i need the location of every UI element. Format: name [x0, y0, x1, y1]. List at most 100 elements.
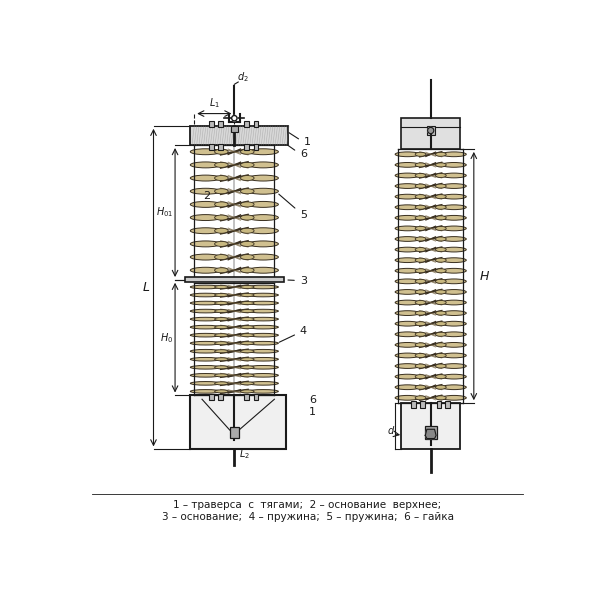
Text: 2: 2 [203, 191, 211, 201]
Ellipse shape [190, 293, 221, 297]
Ellipse shape [241, 317, 254, 320]
Ellipse shape [415, 353, 426, 358]
Bar [230, 126, 238, 132]
Ellipse shape [436, 205, 446, 209]
Bar [185, 277, 284, 282]
Ellipse shape [436, 290, 446, 294]
Ellipse shape [436, 332, 446, 337]
Bar [244, 394, 249, 400]
Ellipse shape [436, 322, 446, 326]
Ellipse shape [442, 279, 466, 284]
Ellipse shape [395, 353, 420, 358]
Text: 6: 6 [309, 395, 316, 405]
Bar [254, 394, 258, 400]
Ellipse shape [442, 343, 466, 347]
Ellipse shape [215, 149, 228, 154]
Ellipse shape [241, 350, 254, 353]
Ellipse shape [215, 390, 228, 393]
Ellipse shape [241, 228, 254, 233]
Ellipse shape [415, 343, 426, 347]
Ellipse shape [442, 353, 466, 358]
Ellipse shape [436, 216, 446, 220]
Ellipse shape [190, 301, 221, 305]
Ellipse shape [190, 341, 221, 345]
Ellipse shape [248, 365, 278, 369]
Ellipse shape [436, 280, 446, 283]
Ellipse shape [190, 254, 221, 260]
Ellipse shape [248, 293, 278, 297]
Ellipse shape [395, 173, 420, 178]
Bar [218, 394, 223, 400]
Ellipse shape [436, 152, 446, 157]
Ellipse shape [248, 162, 278, 168]
Ellipse shape [241, 286, 254, 289]
Ellipse shape [415, 385, 426, 389]
Ellipse shape [190, 349, 221, 353]
Ellipse shape [395, 215, 420, 220]
Ellipse shape [241, 163, 254, 167]
Ellipse shape [215, 228, 228, 233]
Ellipse shape [395, 290, 420, 295]
Bar [445, 401, 450, 408]
Ellipse shape [241, 149, 254, 154]
Ellipse shape [241, 176, 254, 181]
Ellipse shape [248, 301, 278, 305]
Ellipse shape [215, 310, 228, 313]
Ellipse shape [215, 176, 228, 181]
Ellipse shape [248, 254, 278, 260]
Ellipse shape [442, 152, 466, 157]
Ellipse shape [395, 279, 420, 284]
Ellipse shape [215, 374, 228, 377]
Ellipse shape [442, 184, 466, 188]
Ellipse shape [190, 149, 221, 155]
Ellipse shape [415, 396, 426, 400]
Ellipse shape [395, 194, 420, 199]
Ellipse shape [415, 311, 426, 315]
Ellipse shape [215, 241, 228, 247]
Circle shape [232, 116, 237, 121]
Ellipse shape [436, 226, 446, 230]
Ellipse shape [248, 325, 278, 329]
Ellipse shape [241, 326, 254, 329]
Ellipse shape [442, 236, 466, 241]
Bar [244, 121, 249, 127]
Ellipse shape [442, 205, 466, 209]
Ellipse shape [248, 317, 278, 321]
Ellipse shape [442, 322, 466, 326]
Ellipse shape [436, 353, 446, 358]
Bar [209, 121, 214, 127]
Ellipse shape [248, 389, 278, 393]
Ellipse shape [395, 364, 420, 368]
Ellipse shape [248, 285, 278, 289]
Ellipse shape [415, 290, 426, 294]
Ellipse shape [436, 258, 446, 262]
Text: 1: 1 [309, 407, 316, 416]
Ellipse shape [241, 334, 254, 337]
Ellipse shape [436, 374, 446, 379]
Ellipse shape [415, 173, 426, 178]
Ellipse shape [215, 382, 228, 385]
Text: $L_2$: $L_2$ [239, 447, 250, 461]
Ellipse shape [436, 194, 446, 199]
Ellipse shape [190, 325, 221, 329]
Ellipse shape [241, 341, 254, 345]
Ellipse shape [436, 385, 446, 389]
Text: 3: 3 [288, 276, 307, 286]
Ellipse shape [442, 290, 466, 295]
Ellipse shape [248, 382, 278, 385]
Ellipse shape [436, 364, 446, 368]
Ellipse shape [215, 358, 228, 361]
Ellipse shape [190, 317, 221, 321]
Ellipse shape [241, 189, 254, 194]
Ellipse shape [415, 332, 426, 337]
Ellipse shape [241, 268, 254, 273]
Ellipse shape [436, 173, 446, 178]
Ellipse shape [248, 349, 278, 353]
Ellipse shape [248, 358, 278, 361]
Ellipse shape [395, 374, 420, 379]
Ellipse shape [215, 254, 228, 260]
Ellipse shape [248, 334, 278, 337]
Ellipse shape [215, 163, 228, 167]
Ellipse shape [395, 395, 420, 400]
Ellipse shape [241, 358, 254, 361]
